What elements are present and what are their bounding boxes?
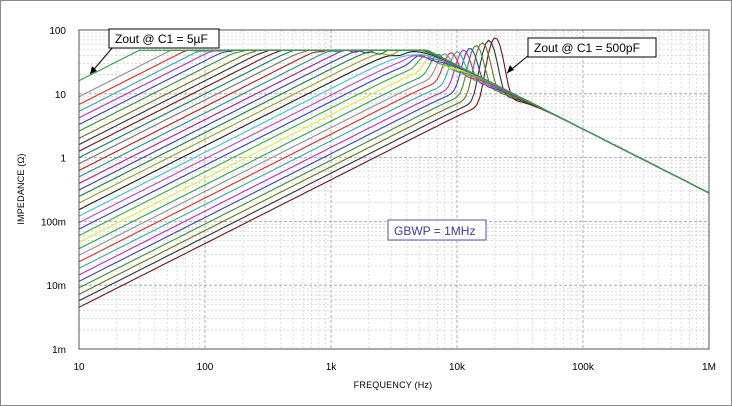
plot-border — [78, 29, 710, 350]
grid — [78, 29, 710, 350]
x-tick-label: 10 — [73, 362, 85, 373]
series-line — [78, 55, 710, 224]
series-line — [78, 37, 710, 308]
y-tick-label: 100m — [41, 217, 66, 228]
x-tick-label: 1k — [326, 362, 338, 373]
y-tick-label: 10m — [47, 281, 66, 292]
series-line — [78, 39, 710, 302]
plot-area-border — [78, 29, 710, 350]
x-tick-label: 10k — [449, 362, 466, 373]
annotation-500pF-text: Zout @ C1 = 500pF — [534, 41, 640, 55]
series-line — [78, 49, 710, 204]
gbwp-text: GBWP = 1MHz — [394, 224, 475, 238]
x-tick-label: 100k — [572, 362, 595, 373]
y-tick-label: 10 — [55, 90, 67, 101]
x-tick-label: 100 — [197, 362, 214, 373]
curves — [78, 37, 710, 308]
y-tick-label: 1 — [60, 154, 66, 165]
annotation-5uF: Zout @ C1 = 5µF — [89, 28, 220, 75]
annotation-500pF: Zout @ C1 = 500pF — [506, 37, 657, 74]
y-tick-label: 1m — [52, 345, 66, 356]
annotation-gbwp: GBWP = 1MHz — [387, 219, 487, 241]
x-tick-label: 1M — [702, 362, 716, 373]
y-tick-labels: 100 10 1 100m 10m 1m — [41, 26, 66, 356]
y-axis-label: IMPEDANCE (Ω) — [16, 153, 26, 224]
x-axis-label: FREQUENCY (Hz) — [354, 380, 433, 390]
series-line — [78, 49, 710, 194]
series-line — [78, 51, 710, 211]
y-tick-label: 100 — [49, 26, 66, 37]
x-tick-labels: 10 100 1k 10k 100k 1M — [73, 362, 716, 373]
series-line — [78, 45, 710, 289]
annotation-5uF-text: Zout @ C1 = 5µF — [115, 32, 208, 46]
